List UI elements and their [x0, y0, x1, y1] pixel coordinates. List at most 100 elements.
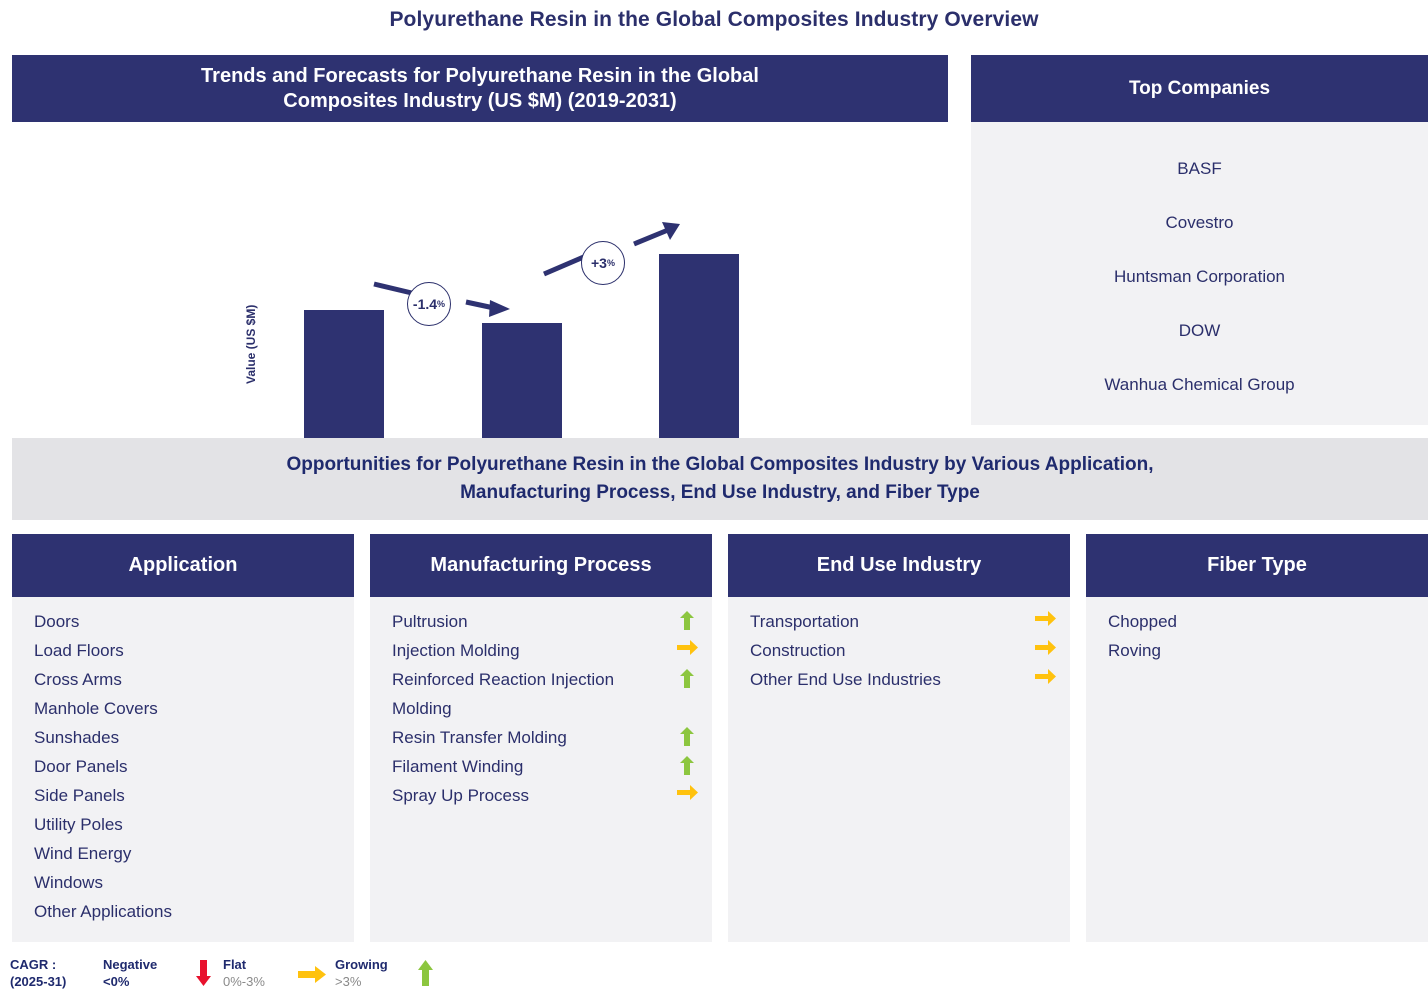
item-label: Roving	[1108, 641, 1161, 660]
item-label: Wind Energy	[34, 844, 132, 863]
trend-right-icon	[674, 781, 700, 800]
item-label: Spray Up Process	[392, 786, 529, 805]
category-column-manufacturing-process: Manufacturing Process Pultrusion Injecti…	[370, 534, 712, 942]
list-item[interactable]: Doors	[34, 607, 342, 636]
top-companies-list: BASF Covestro Huntsman Corporation DOW W…	[971, 122, 1428, 425]
list-item: Covestro	[1165, 213, 1234, 232]
list-item[interactable]: Chopped	[1108, 607, 1416, 636]
category-column-end-use-industry: End Use Industry Transportation Construc…	[728, 534, 1070, 942]
item-label: Sunshades	[34, 728, 120, 747]
cagr-bubble-2024-2031: +3%	[581, 241, 625, 285]
list-item[interactable]: Filament Winding	[392, 752, 700, 781]
item-label: Doors	[34, 612, 80, 631]
column-title: End Use Industry	[816, 554, 982, 577]
list-item[interactable]: Load Floors	[34, 636, 342, 665]
item-label: Pultrusion	[392, 612, 468, 631]
opportunities-line-1: Opportunities for Polyurethane Resin in …	[286, 454, 1154, 476]
column-body-manufacturing-process: Pultrusion Injection Molding Reinforced …	[370, 597, 712, 942]
trend-up-icon	[674, 607, 700, 630]
cagr-percent-sign-1: %	[437, 299, 446, 309]
trends-forecast-chart-card: Trends and Forecasts for Polyurethane Re…	[12, 55, 948, 472]
item-label: Other Applications	[34, 902, 172, 921]
list-item[interactable]: Spray Up Process	[392, 781, 700, 810]
opportunities-line-2: Manufacturing Process, End Use Industry,…	[460, 482, 980, 503]
legend-negative: Negative <0%	[103, 956, 157, 990]
category-column-fiber-type: Fiber Type Chopped Roving	[1086, 534, 1428, 942]
trend-right-icon	[1032, 665, 1058, 684]
legend-negative-value: <0%	[103, 974, 130, 989]
column-header-manufacturing-process: Manufacturing Process	[370, 534, 712, 597]
chart-title-line-1: Trends and Forecasts for Polyurethane Re…	[201, 65, 759, 88]
list-item[interactable]: Other Applications	[34, 897, 342, 926]
item-label: Transportation	[750, 612, 859, 631]
list-item[interactable]: Injection Molding	[392, 636, 700, 665]
item-label: Injection Molding	[392, 641, 520, 660]
item-label: Load Floors	[34, 641, 124, 660]
bar-2019	[304, 310, 384, 446]
top-companies-header: Top Companies	[971, 55, 1428, 122]
item-label: Reinforced Reaction Injection Molding	[392, 670, 615, 718]
bar-2031	[659, 254, 739, 446]
trend-right-icon	[1032, 636, 1058, 655]
legend-cagr-line-1: CAGR :	[10, 957, 57, 972]
list-item[interactable]: Resin Transfer Molding	[392, 723, 700, 752]
list-item[interactable]: Transportation	[750, 607, 1058, 636]
legend-flat-value: 0%-3%	[223, 974, 265, 989]
opportunities-banner: Opportunities for Polyurethane Resin in …	[12, 438, 1428, 520]
cagr-value-2: +3	[591, 255, 607, 271]
list-item[interactable]: Windows	[34, 868, 342, 897]
y-axis-label: Value (US $M)	[244, 304, 258, 384]
trend-right-icon	[298, 966, 326, 988]
list-item[interactable]: Utility Poles	[34, 810, 342, 839]
trend-down-icon	[196, 960, 211, 991]
top-companies-title: Top Companies	[1128, 77, 1271, 99]
column-title: Manufacturing Process	[430, 554, 652, 577]
list-item[interactable]: Construction	[750, 636, 1058, 665]
cagr-bubble-2019-2024: -1.4%	[407, 282, 451, 326]
column-title: Application	[128, 554, 238, 577]
legend-growing: Growing >3%	[335, 956, 388, 990]
cagr-percent-sign-2: %	[606, 258, 615, 268]
list-item[interactable]: Manhole Covers	[34, 694, 342, 723]
item-label: Side Panels	[34, 786, 125, 805]
chart-title-line-2: Composites Industry (US $M) (2019-2031)	[283, 89, 677, 112]
list-item[interactable]: Roving	[1108, 636, 1416, 665]
column-body-fiber-type: Chopped Roving	[1086, 597, 1428, 942]
column-body-end-use-industry: Transportation Construction Other End Us…	[728, 597, 1070, 942]
legend-growing-label: Growing	[335, 957, 388, 972]
column-header-application: Application	[12, 534, 354, 597]
list-item[interactable]: Other End Use Industries	[750, 665, 1058, 694]
column-header-fiber-type: Fiber Type	[1086, 534, 1428, 597]
trend-right-icon	[1032, 607, 1058, 626]
column-body-application: Doors Load Floors Cross Arms Manhole Cov…	[12, 597, 354, 942]
trend-up-icon	[674, 665, 700, 688]
list-item[interactable]: Sunshades	[34, 723, 342, 752]
list-item[interactable]: Cross Arms	[34, 665, 342, 694]
bar-2024	[482, 323, 562, 446]
legend-negative-label: Negative	[103, 957, 158, 972]
legend-flat-label: Flat	[223, 957, 247, 972]
list-item[interactable]: Pultrusion	[392, 607, 700, 636]
top-companies-card: Top Companies BASF Covestro Huntsman Cor…	[971, 55, 1428, 425]
list-item[interactable]: Door Panels	[34, 752, 342, 781]
item-label: Other End Use Industries	[750, 670, 941, 689]
bar-chart-plot-area: Value (US $M) 2019 2024 2031 Source : Lu…	[12, 122, 948, 472]
item-label: Filament Winding	[392, 757, 524, 776]
cagr-value-1: -1.4	[412, 296, 438, 312]
item-label: Resin Transfer Molding	[392, 728, 567, 747]
list-item: Wanhua Chemical Group	[1104, 375, 1295, 394]
list-item[interactable]: Side Panels	[34, 781, 342, 810]
item-label: Door Panels	[34, 757, 128, 776]
item-label: Construction	[750, 641, 846, 660]
legend-growing-value: >3%	[335, 974, 362, 989]
list-item[interactable]: Reinforced Reaction Injection Molding	[392, 665, 700, 723]
chart-panel-header: Trends and Forecasts for Polyurethane Re…	[12, 55, 948, 122]
item-label: Manhole Covers	[34, 699, 158, 718]
page-title: Polyurethane Resin in the Global Composi…	[389, 8, 1039, 31]
cagr-legend: CAGR : (2025-31) Negative <0% Flat 0%-3%…	[10, 952, 470, 1000]
trend-up-icon	[674, 723, 700, 746]
cagr-arrow-2024-2031	[543, 222, 680, 277]
list-item: Huntsman Corporation	[1113, 267, 1286, 286]
trend-up-icon	[418, 960, 433, 991]
list-item[interactable]: Wind Energy	[34, 839, 342, 868]
